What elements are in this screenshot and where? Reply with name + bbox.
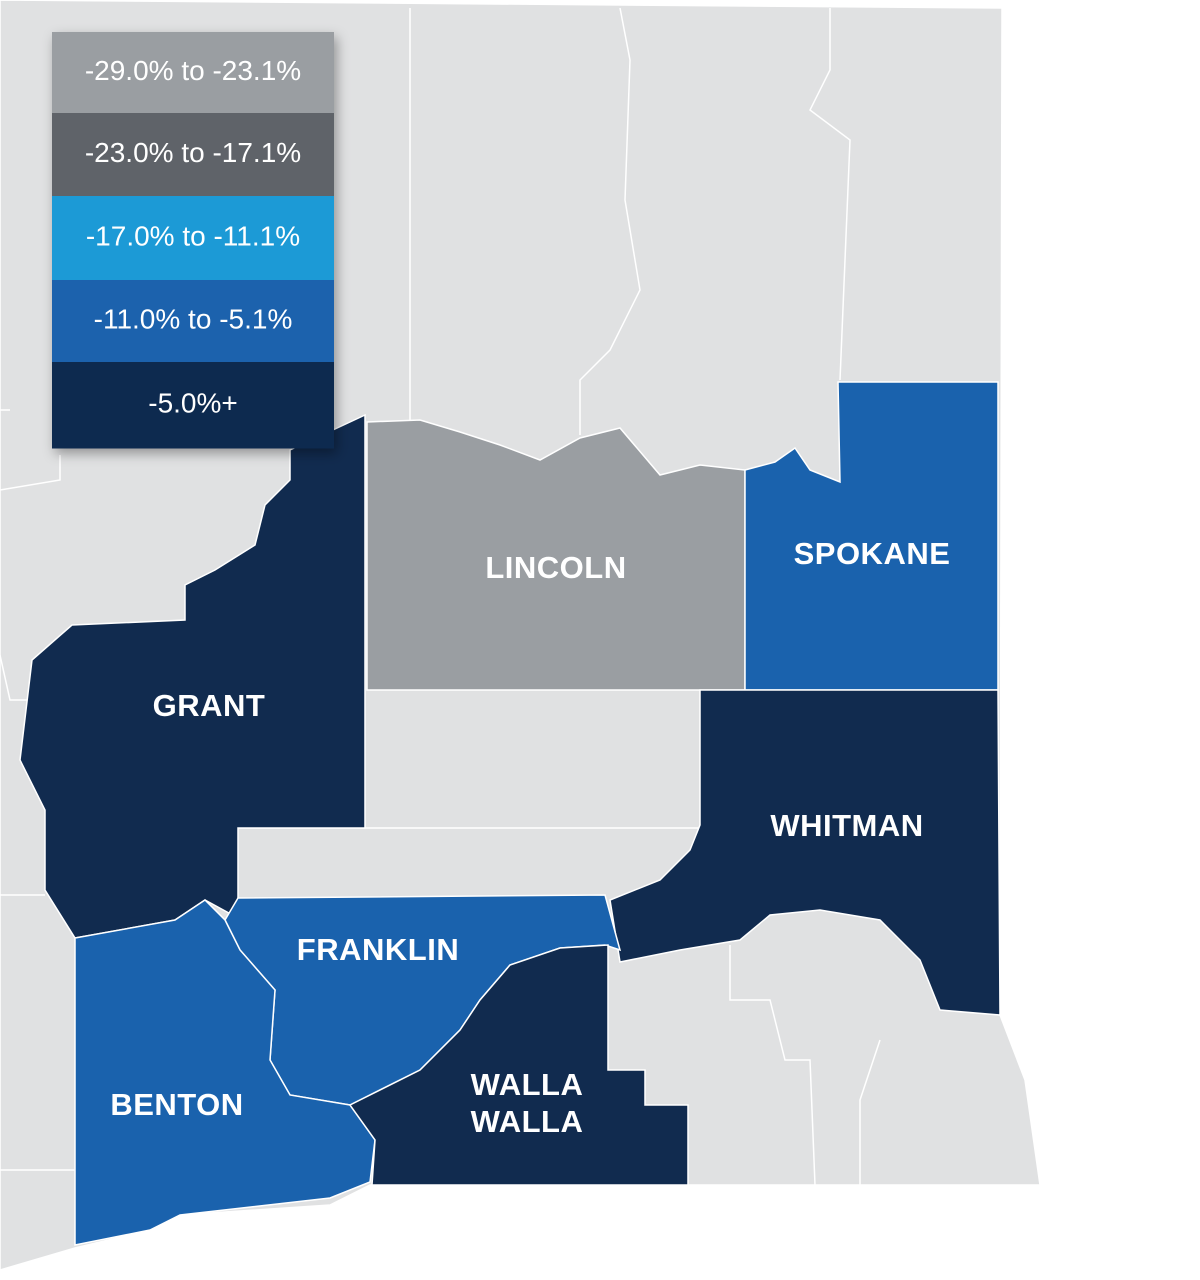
county-label: LINCOLN: [485, 550, 626, 585]
legend-label: -23.0% to -17.1%: [85, 137, 301, 168]
county-label: WHITMAN: [770, 808, 923, 843]
legend-swatch: [52, 280, 334, 363]
legend-label: -17.0% to -11.1%: [86, 220, 300, 251]
counties: [19, 381, 1001, 1246]
county-label: GRANT: [153, 688, 266, 723]
legend-label: -29.0% to -23.1%: [85, 55, 301, 86]
county-label: SPOKANE: [794, 536, 951, 571]
legend-label: -5.0%+: [148, 387, 238, 418]
legend-swatch: [52, 196, 334, 281]
legend-swatch: [52, 113, 334, 197]
county-shape: [74, 899, 376, 1246]
legend-label: -11.0% to -5.1%: [94, 303, 293, 334]
legend: -29.0% to -23.1% -23.0% to -17.1% -17.0% t…: [52, 32, 334, 449]
background-borders: [0, 7, 881, 1186]
county-label: WALLA WALLA: [471, 1067, 584, 1139]
legend-swatch: [52, 32, 334, 114]
county-shape: [609, 689, 1001, 1016]
county-label: BENTON: [110, 1087, 243, 1122]
county-labels: LINCOLN SPOKANE GRANT WHITMAN FRANKLIN B…: [110, 536, 950, 1139]
county-shape: [348, 944, 689, 1186]
county-label: FRANKLIN: [297, 932, 459, 967]
legend-swatch: [52, 362, 334, 449]
county-shape: [19, 413, 366, 939]
